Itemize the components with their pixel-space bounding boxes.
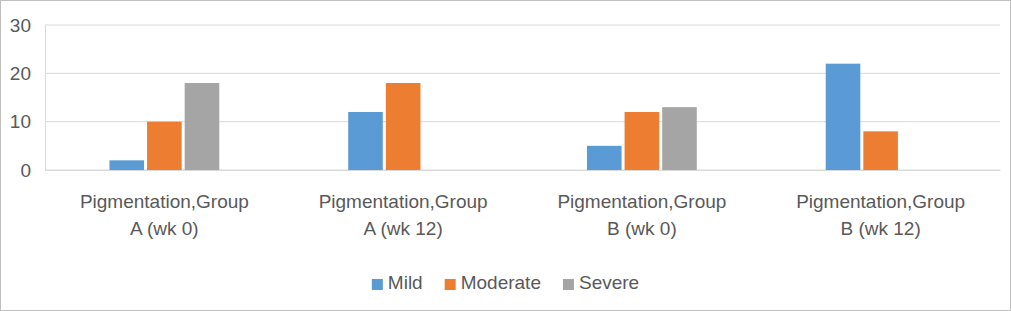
- legend-item: Mild: [372, 272, 423, 293]
- legend-item: Severe: [563, 272, 639, 293]
- x-tick: Pigmentation,Group A (wk 0): [80, 170, 249, 239]
- bar-series: [185, 83, 697, 170]
- x-tick-label-line: B (wk 0): [607, 218, 677, 239]
- legend-label: Severe: [579, 272, 639, 293]
- x-axis: Pigmentation,GroupA (wk 0)Pigmentation,G…: [46, 170, 1001, 239]
- x-tick-label-line: Pigmentation,Group: [319, 191, 488, 212]
- bar-series: [109, 64, 860, 170]
- legend-item: Moderate: [445, 272, 541, 293]
- x-tick-label-line: A (wk 0): [130, 218, 199, 239]
- x-tick: Pigmentation,Group A (wk 12): [319, 170, 488, 239]
- legend-swatch: [563, 279, 574, 290]
- bar: [863, 131, 898, 170]
- x-tick: Pigmentation,Group B (wk 12): [796, 170, 965, 239]
- x-tick-label: Pigmentation,Group B (wk 12): [796, 191, 965, 239]
- bar: [826, 64, 861, 170]
- plot: 0102030Pigmentation,GroupA (wk 0)Pigment…: [10, 15, 1001, 239]
- y-tick: 20: [10, 63, 45, 84]
- y-axis: 0 10 20 30: [10, 15, 46, 181]
- bar: [109, 160, 144, 170]
- x-tick-label-line: Pigmentation,Group: [557, 191, 726, 212]
- chart-frame: [1, 1, 1011, 311]
- bar: [901, 170, 936, 171]
- bar: [348, 112, 383, 170]
- y-tick: 0: [20, 160, 45, 181]
- x-tick: Pigmentation,Group B (wk 0): [557, 170, 726, 239]
- x-axis-line: [46, 170, 1001, 171]
- bar-series: [147, 83, 898, 170]
- legend-label: Mild: [388, 272, 423, 293]
- bar: [625, 112, 660, 170]
- x-tick-label-line: B (wk 12): [841, 218, 921, 239]
- legend-swatch: [372, 279, 383, 290]
- y-tick: 30: [10, 15, 45, 36]
- y-tick: 10: [10, 111, 45, 132]
- bar: [386, 83, 421, 170]
- legend: Mild Moderate Severe: [372, 272, 639, 293]
- x-tick-label: Pigmentation,Group A (wk 0): [80, 191, 249, 239]
- y-tick-label: 10: [10, 111, 31, 132]
- bar: [662, 107, 697, 170]
- grid-line: [45, 25, 1000, 26]
- x-tick-label: Pigmentation,Group B (wk 0): [557, 191, 726, 239]
- y-tick-label: 30: [10, 15, 31, 36]
- y-tick-label: 20: [10, 63, 31, 84]
- bar: [587, 146, 622, 170]
- y-tick-label: 0: [20, 160, 31, 181]
- bar: [423, 170, 458, 171]
- bar: [147, 122, 182, 170]
- x-tick-label: Pigmentation,Group A (wk 12): [319, 191, 488, 239]
- y-axis-line: [45, 26, 46, 171]
- x-tick-label-line: Pigmentation,Group: [796, 191, 965, 212]
- bar: [185, 83, 220, 170]
- legend-swatch: [445, 279, 456, 290]
- x-tick-label-line: Pigmentation,Group: [80, 191, 249, 212]
- grid: [45, 25, 1000, 170]
- bars: [109, 64, 897, 170]
- legend-label: Moderate: [461, 272, 541, 293]
- x-tick-label-line: A (wk 12): [364, 218, 443, 239]
- chart: 0102030Pigmentation,GroupA (wk 0)Pigment…: [0, 0, 1011, 311]
